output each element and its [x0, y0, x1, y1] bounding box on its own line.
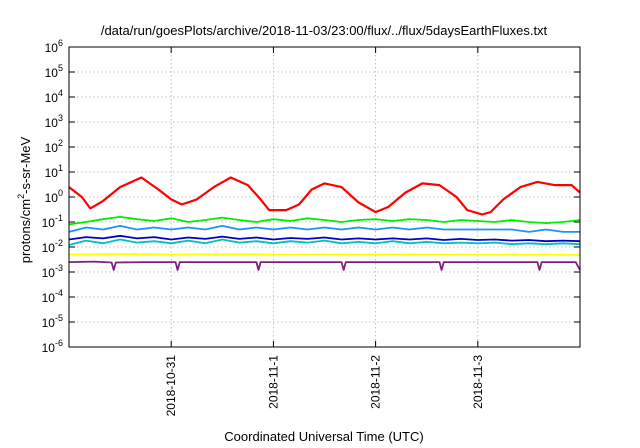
y-tick-exponent: -3 [55, 263, 63, 273]
y-tick-label: 10-5 [42, 313, 63, 330]
series-line [68, 253, 581, 256]
y-tick-exponent: -5 [55, 313, 63, 323]
series-line [68, 238, 581, 246]
y-axis-ticks: 10-610-510-410-310-210-11001011021031041… [42, 38, 580, 355]
y-tick-label: 101 [45, 163, 63, 180]
x-tick-label: 2018-11-3 [471, 355, 485, 409]
y-axis-label-part-1: protons/cm [18, 199, 33, 263]
y-tick-label: 10-2 [42, 238, 63, 255]
series-line [68, 234, 581, 243]
y-tick-exponent: 3 [58, 113, 63, 123]
y-tick-base: 10 [42, 241, 56, 255]
y-tick-exponent: 5 [58, 63, 63, 73]
y-tick-exponent: 1 [58, 163, 63, 173]
x-axis-ticks: 2018-10-31 2018-11-1 2018-11-2 2018-11-3 [164, 47, 485, 416]
y-tick-base: 10 [45, 116, 59, 130]
y-tick-exponent: 4 [58, 88, 63, 98]
y-tick-label: 103 [45, 113, 63, 130]
y-axis-label: protons/cm2-s-sr-MeV [16, 136, 33, 263]
y-tick-label: 10-4 [42, 288, 63, 305]
x-tick-label: 2018-10-31 [164, 355, 178, 417]
y-tick-label: 100 [45, 188, 63, 205]
y-tick-exponent: -2 [55, 238, 63, 248]
y-tick-base: 10 [42, 316, 56, 330]
x-tick-label: 2018-11-1 [266, 355, 280, 409]
y-axis-label-superscript: 2 [16, 194, 26, 199]
y-tick-base: 10 [45, 41, 59, 55]
y-tick-base: 10 [42, 341, 56, 355]
y-tick-label: 104 [45, 88, 63, 105]
y-tick-base: 10 [45, 166, 59, 180]
y-tick-exponent: 0 [58, 188, 63, 198]
y-tick-base: 10 [42, 266, 56, 280]
y-tick-base: 10 [45, 66, 59, 80]
y-tick-exponent: -4 [55, 288, 63, 298]
y-tick-base: 10 [42, 216, 56, 230]
y-tick-exponent: 6 [58, 38, 63, 48]
y-tick-label: 10-1 [42, 213, 63, 230]
chart-title: /data/run/goesPlots/archive/2018-11-03/2… [101, 23, 548, 38]
y-tick-label: 105 [45, 63, 63, 80]
y-tick-exponent: -6 [55, 338, 63, 348]
y-tick-exponent: 2 [58, 138, 63, 148]
x-axis-label: Coordinated Universal Time (UTC) [224, 429, 423, 444]
series-line [68, 260, 581, 271]
y-tick-label: 102 [45, 138, 63, 155]
series-layer [68, 176, 581, 271]
y-axis-label-part-2: -s-sr-MeV [18, 136, 33, 193]
series-line [68, 215, 581, 226]
series-line [68, 224, 580, 233]
y-tick-base: 10 [42, 291, 56, 305]
grid-lines [69, 47, 580, 347]
y-tick-exponent: -1 [55, 213, 63, 223]
y-tick-label: 10-3 [42, 263, 63, 280]
series-line [68, 176, 581, 216]
y-tick-base: 10 [45, 191, 59, 205]
y-tick-label: 10-6 [42, 338, 63, 355]
y-tick-base: 10 [45, 141, 59, 155]
x-tick-label: 2018-11-2 [369, 355, 383, 409]
y-tick-base: 10 [45, 91, 59, 105]
y-tick-label: 106 [45, 38, 63, 55]
